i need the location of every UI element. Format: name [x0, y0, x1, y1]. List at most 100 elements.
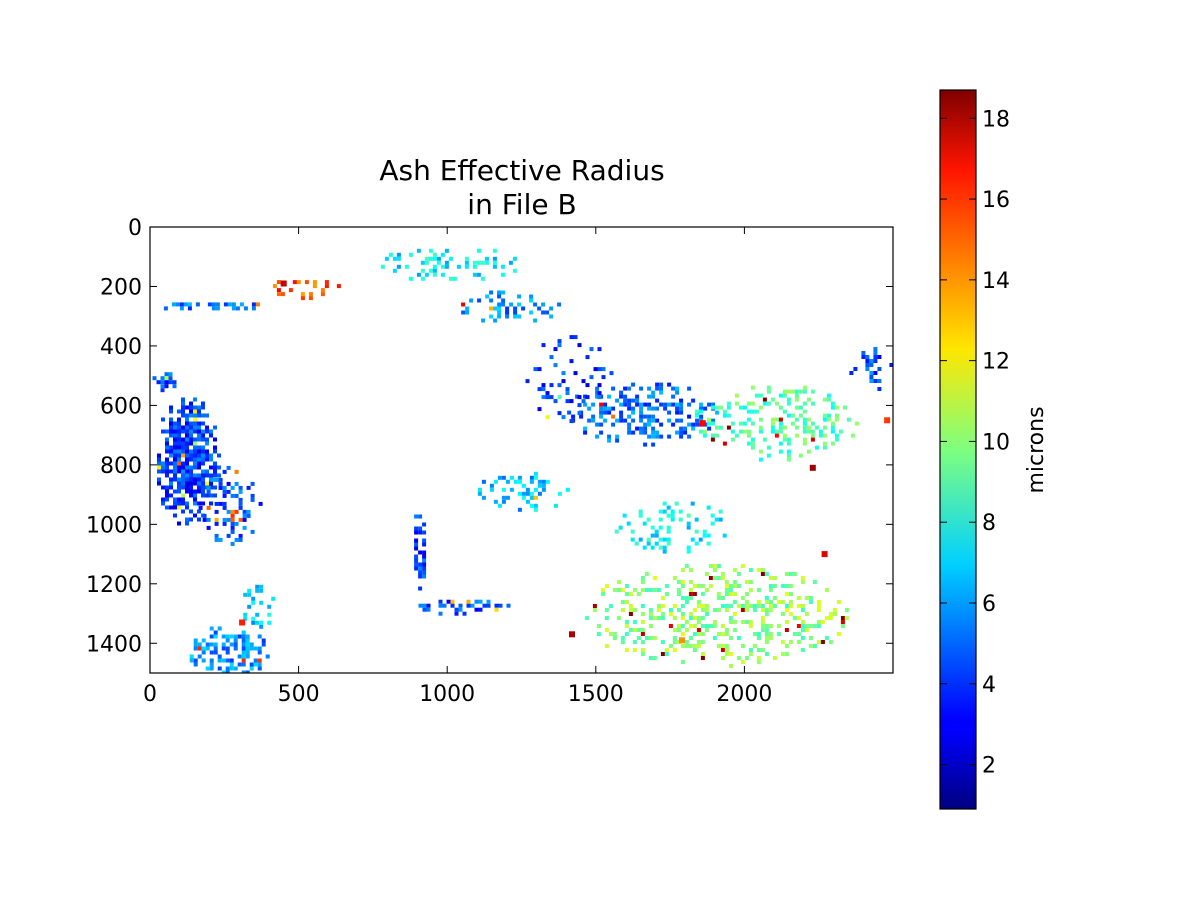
heatmap-cell: [193, 409, 197, 414]
heatmap-cell: [643, 426, 648, 431]
heatmap-cell: [238, 501, 243, 506]
heatmap-cell: [255, 620, 260, 625]
heatmap-cell: [671, 386, 676, 391]
heatmap-cell: [420, 276, 425, 281]
heatmap-cell: [704, 628, 709, 632]
heatmap-cell: [227, 302, 232, 307]
heatmap-cell: [242, 513, 247, 518]
heatmap-cell: [724, 604, 729, 608]
heatmap-cell: [242, 517, 247, 522]
heatmap-cell: [587, 418, 592, 423]
heatmap-cell: [592, 608, 597, 612]
heatmap-cell: [185, 469, 189, 474]
heatmap-cell: [640, 632, 645, 636]
heatmap-cell: [197, 481, 201, 486]
heatmap-cell: [764, 608, 769, 612]
heatmap-hotspots: [239, 280, 891, 644]
heatmap-cell: [217, 658, 222, 663]
heatmap-cell: [292, 280, 297, 285]
heatmap-cell: [660, 604, 665, 608]
heatmap-cell: [561, 371, 566, 376]
heatmap-cell: [672, 628, 677, 632]
heatmap-cell: [700, 656, 705, 660]
heatmap-cell: [662, 537, 667, 542]
heatmap-cell: [185, 521, 189, 526]
heatmap-cell: [746, 401, 751, 406]
heatmap-cell: [768, 632, 773, 636]
heatmap-cell: [201, 638, 206, 643]
heatmap-cell: [842, 405, 847, 410]
heatmap-cell: [780, 652, 785, 656]
heatmap-cell: [688, 616, 693, 620]
heatmap-cell: [251, 616, 256, 621]
heatmap-cell: [671, 422, 676, 427]
heatmap-cell: [672, 604, 677, 608]
heatmap-cell: [585, 383, 590, 388]
heatmap-cell: [716, 596, 721, 600]
heatmap-cell: [772, 656, 777, 660]
heatmap-cell: [214, 517, 219, 522]
heatmap-cell: [740, 596, 745, 600]
heatmap-cell: [687, 422, 692, 427]
heatmap-region-north-mid: [461, 290, 562, 323]
heatmap-cell: [810, 437, 815, 442]
heatmap-cell: [428, 256, 433, 261]
heatmap-cell: [732, 600, 737, 604]
heatmap-cell: [877, 355, 882, 359]
heatmap-cell: [812, 644, 817, 648]
heatmap-cell: [834, 437, 839, 442]
heatmap-cell: [706, 505, 711, 510]
heatmap-cell: [658, 545, 663, 550]
heatmap-cell: [786, 449, 791, 454]
heatmap-cell: [497, 503, 502, 508]
heatmap-cell: [197, 429, 201, 434]
heatmap-cell: [169, 505, 173, 510]
heatmap-cell: [684, 640, 689, 644]
heatmap-cell: [537, 491, 542, 496]
heatmap-cell: [832, 612, 837, 616]
heatmap-cell: [728, 584, 733, 588]
heatmap-cell: [229, 666, 234, 671]
heatmap-cell: [642, 521, 647, 526]
heatmap-cell: [206, 485, 211, 490]
heatmap-cell: [836, 600, 841, 604]
heatmap-cell: [865, 363, 870, 367]
heatmap-cell: [312, 280, 317, 285]
heatmap-cell: [707, 402, 712, 407]
heatmap-cell: [272, 284, 277, 289]
heatmap-cell: [477, 491, 482, 496]
heatmap-cell: [786, 397, 791, 402]
heatmap-cell: [788, 604, 793, 608]
heatmap-cell: [695, 422, 700, 427]
heatmap-cell: [489, 298, 494, 303]
heatmap-cell: [635, 398, 640, 403]
heatmap-cell: [643, 414, 648, 419]
heatmap-cell: [694, 517, 699, 522]
heatmap-cell: [690, 537, 695, 542]
heatmap-cell: [509, 487, 514, 492]
heatmap-cell: [700, 608, 705, 612]
heatmap-cell: [157, 457, 161, 462]
heatmap-cell: [161, 461, 165, 466]
heatmap-cell: [768, 624, 773, 628]
heatmap-cell: [804, 628, 809, 632]
heatmap-cell: [692, 648, 697, 652]
heatmap-cell: [724, 644, 729, 648]
chart-title-line-2: in File B: [467, 188, 576, 221]
heatmap-cell: [802, 417, 807, 422]
heatmap-cell: [553, 347, 558, 352]
heatmap-cell: [241, 662, 246, 667]
heatmap-cell: [197, 457, 201, 462]
heatmap-cell: [537, 387, 542, 392]
heatmap-cell: [549, 383, 554, 388]
heatmap-cell: [619, 418, 624, 423]
heatmap-cell: [177, 505, 181, 510]
heatmap-cell: [177, 433, 181, 438]
heatmap-cell: [169, 449, 173, 454]
heatmap-cell: [185, 445, 189, 450]
heatmap-cell: [798, 405, 803, 410]
heatmap-cell: [424, 272, 429, 277]
heatmap-cell: [422, 570, 427, 575]
heatmap-cell: [418, 574, 423, 579]
heatmap-cell: [639, 426, 644, 431]
